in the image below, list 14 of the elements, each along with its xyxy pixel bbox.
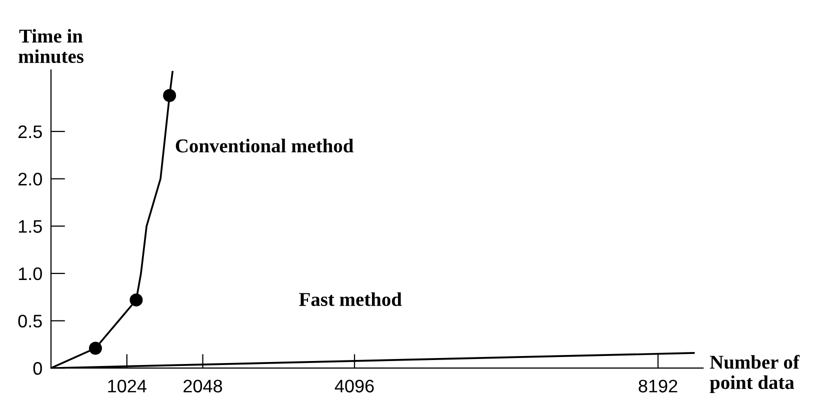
text: Fast method (299, 292, 402, 306)
y-tick-label: 2.0 (18, 172, 42, 186)
y-tick-label: 1.0 (18, 267, 42, 280)
x-tick-label: 1024 (108, 380, 146, 392)
x-axis-title: Number of point data (710, 354, 800, 394)
y-tick-label: 0.5 (18, 314, 42, 328)
x-tick-label: 8192 (638, 380, 678, 392)
x-tick-label: 2048 (184, 380, 222, 392)
y-axis-title: Time in minutes (18, 28, 84, 64)
y-tick-label: 2.5 (18, 125, 42, 138)
series-label: Conventional method (176, 138, 354, 152)
x-tick-label: 4096 (334, 380, 374, 392)
y-tick-label: 0 (33, 362, 42, 375)
y-tick-label: 1.5 (18, 220, 42, 233)
